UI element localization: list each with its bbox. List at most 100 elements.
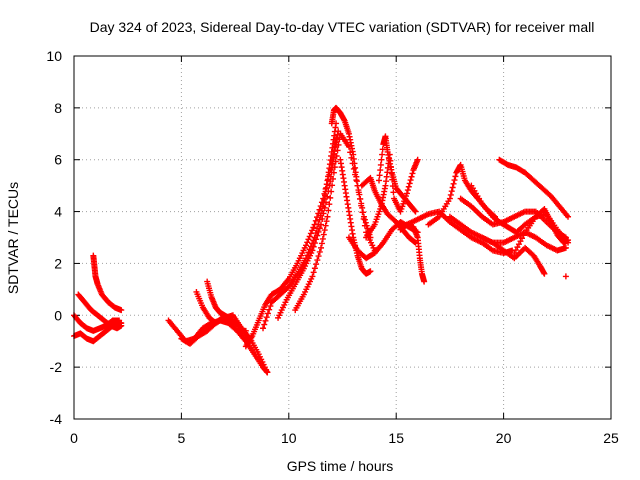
data-point bbox=[356, 191, 363, 198]
data-point bbox=[310, 243, 317, 250]
y-tick-label: 4 bbox=[54, 204, 62, 220]
data-point bbox=[377, 161, 384, 168]
data-point bbox=[323, 218, 330, 225]
data-point bbox=[450, 180, 457, 187]
data-point bbox=[306, 233, 313, 240]
data-point bbox=[266, 306, 273, 313]
data-point bbox=[414, 156, 421, 163]
data-point bbox=[403, 190, 410, 197]
plot-frame bbox=[73, 55, 612, 420]
data-point bbox=[305, 236, 312, 243]
data-point bbox=[412, 208, 419, 215]
series-s4 bbox=[90, 252, 125, 314]
series-s25 bbox=[496, 156, 572, 220]
y-tick-label: 0 bbox=[54, 307, 62, 323]
series-s8 bbox=[204, 278, 251, 342]
data-point bbox=[334, 147, 341, 154]
data-point bbox=[319, 235, 326, 242]
data-point bbox=[331, 164, 338, 171]
data-point bbox=[310, 224, 317, 231]
data-point bbox=[330, 169, 337, 176]
data-point bbox=[325, 207, 332, 214]
x-tick-label: 10 bbox=[281, 430, 297, 446]
series-s17 bbox=[376, 133, 419, 215]
data-point bbox=[359, 204, 366, 211]
series-s19 bbox=[397, 221, 428, 285]
data-point bbox=[318, 244, 325, 251]
x-tick-label: 20 bbox=[496, 430, 512, 446]
series-s9 bbox=[242, 135, 340, 350]
data-point bbox=[350, 165, 357, 172]
data-point bbox=[360, 209, 367, 216]
data-point bbox=[305, 249, 312, 256]
data-point bbox=[316, 248, 323, 255]
data-point bbox=[261, 321, 268, 328]
data-point bbox=[322, 199, 329, 206]
data-point bbox=[260, 325, 267, 332]
axes: 0 5 10 15 20 25 -4 -2 0 2 4 6 8 10 bbox=[46, 48, 619, 446]
data-point bbox=[311, 240, 318, 247]
x-tick-label: 0 bbox=[70, 430, 78, 446]
data-point bbox=[329, 175, 336, 182]
grid-lines bbox=[74, 56, 611, 419]
data-point bbox=[405, 183, 412, 190]
data-point bbox=[118, 307, 125, 314]
data-point bbox=[362, 219, 369, 226]
data-point bbox=[312, 217, 319, 224]
data-point bbox=[264, 310, 271, 317]
series-s26 bbox=[479, 234, 548, 277]
data-point bbox=[363, 222, 370, 229]
data-point bbox=[309, 247, 316, 254]
data-point bbox=[264, 369, 271, 376]
data-point bbox=[421, 278, 428, 285]
data-point bbox=[408, 173, 415, 180]
y-tick-label: 8 bbox=[54, 100, 62, 116]
data-point bbox=[357, 195, 364, 202]
data-point bbox=[406, 180, 413, 187]
y-tick-label: -2 bbox=[50, 359, 63, 375]
data-point bbox=[316, 216, 323, 223]
data-point bbox=[315, 228, 322, 235]
y-tick-label: 2 bbox=[54, 255, 62, 271]
series-s27 bbox=[511, 205, 572, 257]
data-point bbox=[318, 221, 325, 228]
data-point bbox=[360, 213, 367, 220]
x-tick-label: 25 bbox=[603, 430, 619, 446]
data-point bbox=[328, 188, 335, 195]
data-point bbox=[311, 265, 318, 272]
data-point bbox=[541, 270, 548, 277]
data-point bbox=[262, 317, 269, 324]
series-s28 bbox=[562, 273, 569, 280]
data-point bbox=[565, 237, 572, 244]
data-point bbox=[306, 246, 313, 253]
data-point bbox=[321, 204, 328, 211]
data-point bbox=[314, 232, 321, 239]
chart-title: Day 324 of 2023, Sidereal Day-to-day VTE… bbox=[90, 19, 595, 35]
data-point bbox=[316, 225, 323, 232]
data-point bbox=[319, 215, 326, 222]
data-point bbox=[333, 153, 340, 160]
data-point bbox=[411, 238, 418, 245]
y-tick-label: 10 bbox=[46, 48, 62, 64]
data-point bbox=[329, 182, 336, 189]
data-point bbox=[309, 273, 316, 280]
data-point bbox=[302, 242, 309, 249]
data-point bbox=[324, 213, 331, 220]
series-s15 bbox=[345, 218, 421, 262]
data-point bbox=[367, 268, 374, 275]
data-point bbox=[326, 201, 333, 208]
data-point bbox=[404, 187, 411, 194]
y-axis-label: SDTVAR / TECUs bbox=[5, 182, 21, 294]
data-point bbox=[376, 177, 383, 184]
data-point bbox=[327, 194, 334, 201]
data-point bbox=[390, 189, 397, 196]
data-point bbox=[320, 210, 327, 217]
data-point bbox=[335, 141, 342, 148]
data-point bbox=[324, 193, 331, 200]
x-tick-label: 5 bbox=[178, 430, 186, 446]
data-point bbox=[318, 240, 325, 247]
data-point bbox=[355, 187, 362, 194]
data-point bbox=[304, 239, 311, 246]
data-point bbox=[313, 236, 320, 243]
data-point bbox=[411, 207, 418, 214]
